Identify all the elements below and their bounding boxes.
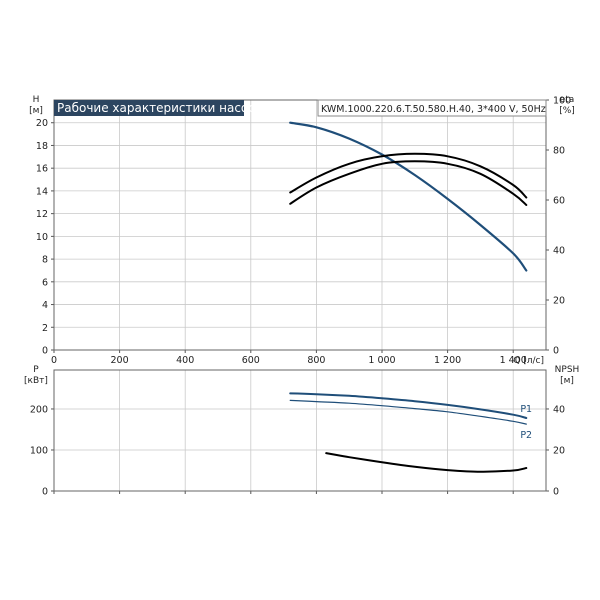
y-right-tick-label: 100 (553, 96, 571, 107)
x-tick-label: 1 000 (368, 355, 395, 366)
x-axis-label: Q [л/с] (513, 356, 544, 366)
y-tick-label: 0 (42, 487, 48, 498)
y-right-axis-label: NPSH (555, 365, 580, 375)
efficiency-curve (289, 160, 528, 206)
y-right-tick-label: 20 (553, 445, 565, 456)
y-tick-label: 4 (42, 300, 48, 311)
npsh-curve (325, 452, 528, 473)
y-right-axis-unit: [м] (560, 376, 574, 386)
title-background (54, 100, 244, 116)
y-tick-label: 100 (30, 445, 48, 456)
efficiency-curve (289, 152, 528, 199)
x-tick-label: 800 (307, 355, 325, 366)
power-npsh-panel: 0 100 200 0 20 40 P[кВт] NPSH[м] P1 P2 (24, 365, 579, 498)
y-axis-unit: [м] (29, 106, 43, 116)
head-curve (289, 121, 528, 272)
model-box (317, 99, 547, 117)
y-tick-label: 16 (36, 164, 48, 175)
y-axis-label: H (33, 95, 40, 105)
y-tick-label: 6 (42, 277, 48, 288)
x-tick-label: 1 400 (500, 355, 527, 366)
y-right-axis-unit: [%] (559, 106, 575, 116)
series-line-p2 (289, 399, 527, 425)
x-tick-label: 0 (51, 355, 57, 366)
series-label-p1: P1 (520, 404, 532, 415)
y-tick-label: 10 (36, 232, 48, 243)
x-tick-label: 400 (176, 355, 194, 366)
y-tick-label: 14 (36, 186, 48, 197)
y-right-tick-label: 40 (553, 246, 565, 257)
y-tick-label: 200 (30, 404, 48, 415)
y-right-tick-label: 20 (553, 296, 565, 307)
y-tick-label: 18 (36, 141, 48, 152)
plot-frame (53, 369, 547, 492)
y-right-tick-label: 0 (553, 346, 559, 357)
y-tick-label: 2 (42, 323, 48, 334)
y-axis-unit: [кВт] (24, 376, 48, 386)
y-right-axis-label: eta (560, 95, 575, 105)
y-right-tick-label: 60 (553, 196, 565, 207)
series-line-p1 (289, 392, 528, 419)
x-tick-label: 200 (111, 355, 129, 366)
plot-frame (53, 99, 547, 351)
y-right-tick-label: 0 (553, 487, 559, 498)
x-tick-label: 1 200 (434, 355, 461, 366)
chart-title: Рабочие характеристики насоса (57, 101, 262, 115)
chart-header: Рабочие характеристики насоса KWM.1000.2… (54, 99, 547, 117)
series-label-p2: P2 (520, 430, 532, 441)
y-tick-label: 20 (36, 118, 48, 129)
y-right-tick-label: 40 (553, 404, 565, 415)
y-tick-label: 0 (42, 346, 48, 357)
y-right-tick-label: 80 (553, 146, 565, 157)
y-tick-label: 8 (42, 255, 48, 266)
model-label: KWM.1000.220.6.T.50.580.H.40, 3*400 V, 5… (321, 104, 546, 115)
x-tick-label: 600 (242, 355, 260, 366)
y-tick-label: 12 (36, 209, 48, 220)
y-axis-label: P (33, 365, 39, 375)
